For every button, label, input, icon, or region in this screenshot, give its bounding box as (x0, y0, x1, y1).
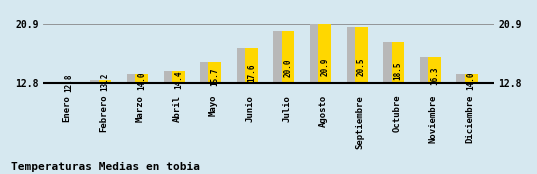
Bar (391, 42, 404, 83)
Text: Temperaturas Medias en tobia: Temperaturas Medias en tobia (11, 162, 200, 172)
Bar (172, 71, 185, 83)
Bar (456, 74, 469, 83)
Bar (135, 74, 148, 83)
Bar (245, 48, 258, 83)
Bar (355, 27, 368, 83)
Text: 20.9: 20.9 (320, 57, 329, 76)
Bar (383, 42, 396, 83)
Text: 20.5: 20.5 (357, 58, 366, 76)
Bar (282, 31, 294, 83)
Text: 18.5: 18.5 (394, 62, 402, 80)
Text: 14.0: 14.0 (137, 71, 146, 89)
Bar (90, 80, 103, 83)
Bar (164, 71, 176, 83)
Bar (465, 74, 477, 83)
Text: 16.3: 16.3 (430, 66, 439, 85)
Text: 17.6: 17.6 (247, 64, 256, 82)
Text: 12.8: 12.8 (64, 73, 73, 92)
Bar (237, 48, 250, 83)
Bar (420, 57, 433, 83)
Bar (318, 24, 331, 83)
Bar (208, 62, 221, 83)
Text: 13.2: 13.2 (100, 73, 110, 91)
Text: 14.4: 14.4 (174, 70, 183, 89)
Bar (99, 80, 112, 83)
Bar (310, 24, 323, 83)
Bar (127, 74, 140, 83)
Text: 20.0: 20.0 (284, 59, 293, 77)
Text: 14.0: 14.0 (467, 71, 476, 89)
Text: 15.7: 15.7 (211, 68, 220, 86)
Bar (428, 57, 441, 83)
Bar (273, 31, 286, 83)
Bar (346, 27, 359, 83)
Bar (200, 62, 213, 83)
